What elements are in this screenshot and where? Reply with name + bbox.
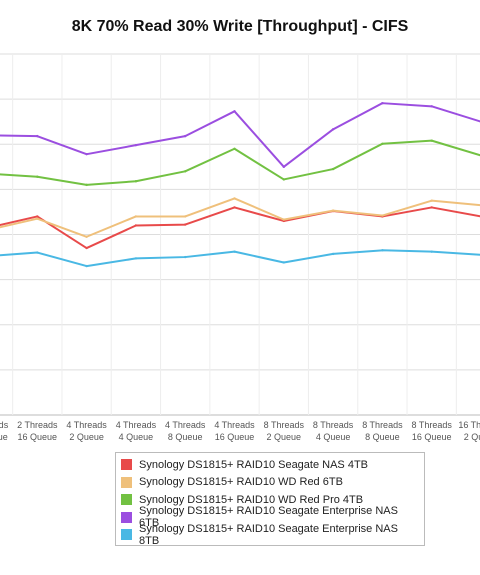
legend-label: Synology DS1815+ RAID10 WD Red Pro 4TB — [139, 493, 364, 506]
x-tick-label: 16 Queue — [0, 432, 8, 442]
data-point — [331, 209, 335, 212]
data-point — [184, 255, 187, 259]
x-tick-label: 4 Queue — [119, 432, 154, 442]
data-point — [233, 206, 236, 209]
data-point — [233, 147, 236, 150]
x-tick-label: 4 Threads — [116, 420, 157, 430]
data-point — [134, 224, 138, 227]
x-tick-label: 16 Queue — [215, 432, 255, 442]
series-line — [0, 139, 480, 186]
data-point — [184, 223, 187, 226]
legend-swatch — [121, 459, 132, 471]
data-point — [430, 206, 433, 209]
data-point — [85, 246, 88, 250]
series-lines — [0, 101, 480, 268]
data-point — [430, 105, 433, 108]
legend-item: Synology DS1815+ RAID10 WD Red Pro 4TB — [121, 491, 419, 509]
chart-title: 8K 70% Read 30% Write [Throughput] - CIF… — [71, 18, 409, 35]
legend-item: Synology DS1815+ RAID10 Seagate Enterpri… — [121, 505, 419, 529]
legend-label: Synology DS1815+ RAID10 Seagate NAS 4TB — [139, 458, 368, 471]
x-tick-label: 4 Threads — [165, 420, 206, 430]
data-point — [331, 252, 335, 256]
data-point — [36, 217, 39, 220]
legend-item: Synology DS1815+ RAID10 Seagate NAS 4TB — [121, 456, 419, 474]
gridlines — [0, 53, 480, 416]
x-tick-label: 8 Threads — [362, 420, 403, 430]
data-point — [331, 128, 335, 131]
data-point — [381, 249, 384, 252]
data-point — [36, 134, 39, 138]
data-point — [430, 250, 433, 253]
series-line — [0, 206, 480, 250]
data-point — [36, 175, 39, 178]
data-point — [282, 261, 285, 264]
x-tick-label: 4 Threads — [66, 420, 107, 430]
data-point — [381, 214, 384, 217]
data-point — [36, 215, 39, 218]
x-tick-label: 2 Queue — [464, 432, 480, 442]
data-point — [282, 218, 285, 221]
x-tick-label: 16 Queue — [412, 432, 452, 442]
series-line — [0, 102, 480, 168]
data-point — [85, 152, 88, 156]
data-point — [134, 215, 138, 218]
data-point — [282, 165, 285, 169]
x-tick-label: 16 Threads — [458, 420, 480, 430]
x-tick-labels: 1 Threads 16 Queue 2 Threads 16 Queue 4 Thre… — [0, 420, 480, 442]
legend-swatch — [121, 476, 132, 488]
legend-swatch — [121, 529, 132, 541]
data-point — [134, 143, 138, 147]
legend-item: Synology DS1815+ RAID10 WD Red 6TB — [121, 474, 419, 492]
x-tick-label: 2 Queue — [69, 432, 104, 442]
x-tick-label: 8 Threads — [313, 420, 354, 430]
data-point — [134, 180, 138, 183]
data-point — [184, 170, 187, 173]
x-tick-label: 16 Queue — [18, 432, 58, 442]
x-tick-label: 8 Threads — [264, 420, 305, 430]
data-point — [233, 250, 236, 253]
legend-label: Synology DS1815+ RAID10 Seagate Enterpri… — [139, 505, 398, 530]
data-point — [134, 257, 138, 260]
legend-swatch — [121, 494, 132, 506]
data-point — [184, 215, 187, 218]
x-tick-label: 2 Threads — [17, 420, 58, 430]
data-point — [282, 178, 285, 181]
data-point — [233, 197, 236, 200]
data-point — [331, 167, 335, 171]
legend-label: Synology DS1815+ RAID10 WD Red 6TB — [139, 476, 343, 489]
legend-item: Synology DS1815+ RAID10 Seagate Enterpri… — [121, 522, 419, 547]
x-tick-label: 1 Threads — [0, 420, 9, 430]
data-point — [85, 183, 88, 187]
data-point — [430, 139, 433, 142]
chart-legend: Synology DS1815+ RAID10 Seagate NAS 4TB S… — [115, 452, 425, 547]
data-point — [184, 134, 187, 138]
legend-swatch — [121, 511, 132, 523]
line-chart: 1 Threads 16 Queue 2 Threads 16 Queue 4 Thre… — [0, 53, 480, 442]
x-tick-label: 4 Queue — [316, 432, 351, 442]
x-tick-label: 8 Queue — [168, 432, 203, 442]
data-point — [36, 251, 39, 254]
series-line — [0, 197, 480, 238]
data-point — [233, 110, 236, 113]
data-point — [381, 142, 384, 145]
data-point — [381, 101, 384, 105]
x-tick-label: 4 Threads — [214, 420, 255, 430]
series-line — [0, 249, 480, 268]
data-point — [85, 235, 88, 238]
data-point — [85, 264, 88, 268]
data-point — [430, 199, 433, 202]
legend-label: Synology DS1815+ RAID10 Seagate Enterpri… — [139, 522, 398, 547]
x-tick-label: 8 Threads — [412, 420, 453, 430]
x-tick-label: 2 Queue — [267, 432, 302, 442]
x-tick-label: 8 Queue — [365, 432, 400, 442]
